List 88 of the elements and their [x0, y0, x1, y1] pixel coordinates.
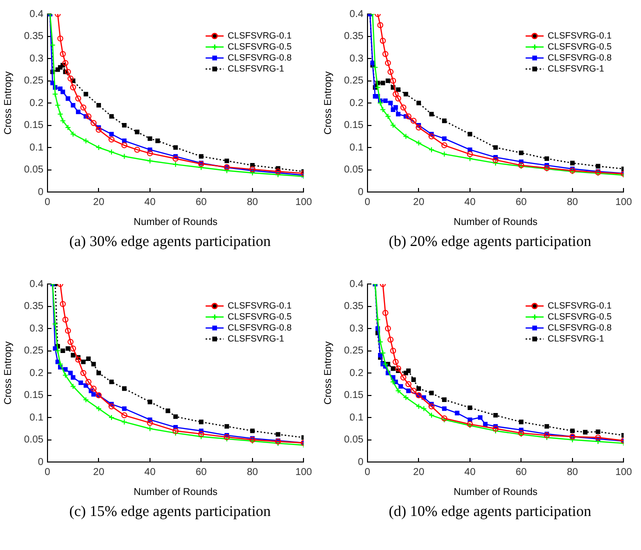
- text: (a) 30% edge agents participation: [68, 234, 272, 251]
- legend-label: CLSFSVRG-1: [548, 63, 604, 74]
- y-tick-label: 0.15: [24, 390, 44, 401]
- y-tick-label: 0: [358, 456, 364, 468]
- x-tick-label: 40: [464, 196, 476, 208]
- x-tick-label: 60: [516, 466, 528, 478]
- y-tick-label: 0.35: [344, 301, 364, 312]
- legend-label: CLSFSVRG-0.8: [228, 52, 292, 62]
- x-tick-label: 40: [144, 466, 156, 478]
- x-axis-title: Number of Rounds: [134, 486, 218, 498]
- y-tick-label: 0.4: [30, 278, 44, 290]
- x-tick-label: 0: [364, 466, 371, 478]
- legend-label: CLSFSVRG-0.1: [548, 300, 612, 310]
- x-tick-label: 0: [44, 196, 51, 208]
- y-tick-label: 0.2: [350, 368, 364, 379]
- x-axis-title: Number of Rounds: [454, 486, 538, 498]
- text: (c) 15% edge agents participation: [68, 504, 272, 521]
- text: (b) 20% edge agents participation: [388, 234, 592, 251]
- x-tick-label: 100: [615, 196, 632, 208]
- y-tick-label: 0.1: [30, 412, 44, 424]
- legend-label: CLSFSVRG-0.8: [548, 52, 612, 62]
- y-tick-label: 0.15: [344, 390, 364, 401]
- x-tick-label: 80: [566, 466, 578, 478]
- x-tick-label: 100: [615, 466, 632, 478]
- y-tick-label: 0.05: [24, 434, 44, 446]
- legend-label: CLSFSVRG-0.5: [548, 41, 612, 52]
- y-tick-label: 0.2: [30, 368, 44, 379]
- y-tick-label: 0.35: [344, 31, 364, 42]
- y-tick-label: 0.05: [344, 164, 364, 176]
- x-tick-label: 40: [464, 466, 476, 478]
- y-tick-label: 0.2: [30, 98, 44, 109]
- y-tick-label: 0.05: [344, 434, 364, 446]
- legend-label: CLSFSVRG-0.1: [548, 30, 612, 40]
- x-tick-label: 0: [44, 466, 51, 478]
- y-tick-label: 0.4: [30, 8, 44, 20]
- y-axis-title: Cross Entropy: [2, 71, 14, 135]
- y-tick-label: 0.25: [344, 346, 364, 356]
- x-tick-label: 60: [196, 466, 208, 478]
- x-tick-label: 60: [196, 196, 208, 208]
- y-tick-label: 0.3: [350, 53, 364, 64]
- y-tick-label: 0.25: [24, 346, 44, 356]
- y-tick-label: 0: [38, 186, 44, 198]
- y-tick-label: 0.1: [350, 142, 364, 154]
- legend-label: CLSFSVRG-0.1: [228, 300, 292, 310]
- legend-label: CLSFSVRG-0.8: [228, 322, 292, 332]
- y-tick-label: 0.25: [344, 76, 364, 86]
- text: (d) 10% edge agents participation: [388, 504, 592, 521]
- x-tick-label: 100: [295, 466, 312, 478]
- y-tick-label: 0.1: [30, 142, 44, 154]
- x-tick-label: 100: [295, 196, 312, 208]
- y-tick-label: 0.15: [344, 120, 364, 131]
- x-tick-label: 80: [246, 466, 258, 478]
- y-tick-label: 0.15: [24, 120, 44, 131]
- y-tick-label: 0.25: [24, 76, 44, 86]
- y-axis-title: Cross Entropy: [322, 341, 334, 405]
- legend-label: CLSFSVRG-0.5: [548, 311, 612, 322]
- x-axis-title: Number of Rounds: [454, 216, 538, 228]
- y-tick-label: 0.35: [24, 301, 44, 312]
- x-tick-label: 20: [413, 196, 425, 208]
- y-axis-title: Cross Entropy: [2, 341, 14, 405]
- legend-label: CLSFSVRG-0.1: [228, 30, 292, 40]
- y-tick-label: 0.05: [24, 164, 44, 176]
- x-tick-label: 0: [364, 196, 371, 208]
- y-tick-label: 0.3: [30, 53, 44, 64]
- y-tick-label: 0.4: [350, 278, 364, 290]
- legend-label: CLSFSVRG-1: [228, 333, 284, 344]
- y-axis-title: Cross Entropy: [322, 71, 334, 135]
- x-tick-label: 20: [93, 196, 105, 208]
- legend-label: CLSFSVRG-0.5: [228, 41, 292, 52]
- legend-label: CLSFSVRG-1: [228, 63, 284, 74]
- x-tick-label: 80: [246, 196, 258, 208]
- legend-label: CLSFSVRG-1: [548, 333, 604, 344]
- y-tick-label: 0.4: [350, 8, 364, 20]
- y-tick-label: 0.35: [24, 31, 44, 42]
- legend-label: CLSFSVRG-0.8: [548, 322, 612, 332]
- x-tick-label: 20: [413, 466, 425, 478]
- legend-label: CLSFSVRG-0.5: [228, 311, 292, 322]
- x-tick-label: 80: [566, 196, 578, 208]
- y-tick-label: 0.3: [350, 323, 364, 334]
- x-axis-title: Number of Rounds: [134, 216, 218, 228]
- y-tick-label: 0: [358, 186, 364, 198]
- x-tick-label: 60: [516, 196, 528, 208]
- x-tick-label: 40: [144, 196, 156, 208]
- y-tick-label: 0.3: [30, 323, 44, 334]
- y-tick-label: 0.1: [350, 412, 364, 424]
- x-tick-label: 20: [93, 466, 105, 478]
- y-tick-label: 0.2: [350, 98, 364, 109]
- y-tick-label: 0: [38, 456, 44, 468]
